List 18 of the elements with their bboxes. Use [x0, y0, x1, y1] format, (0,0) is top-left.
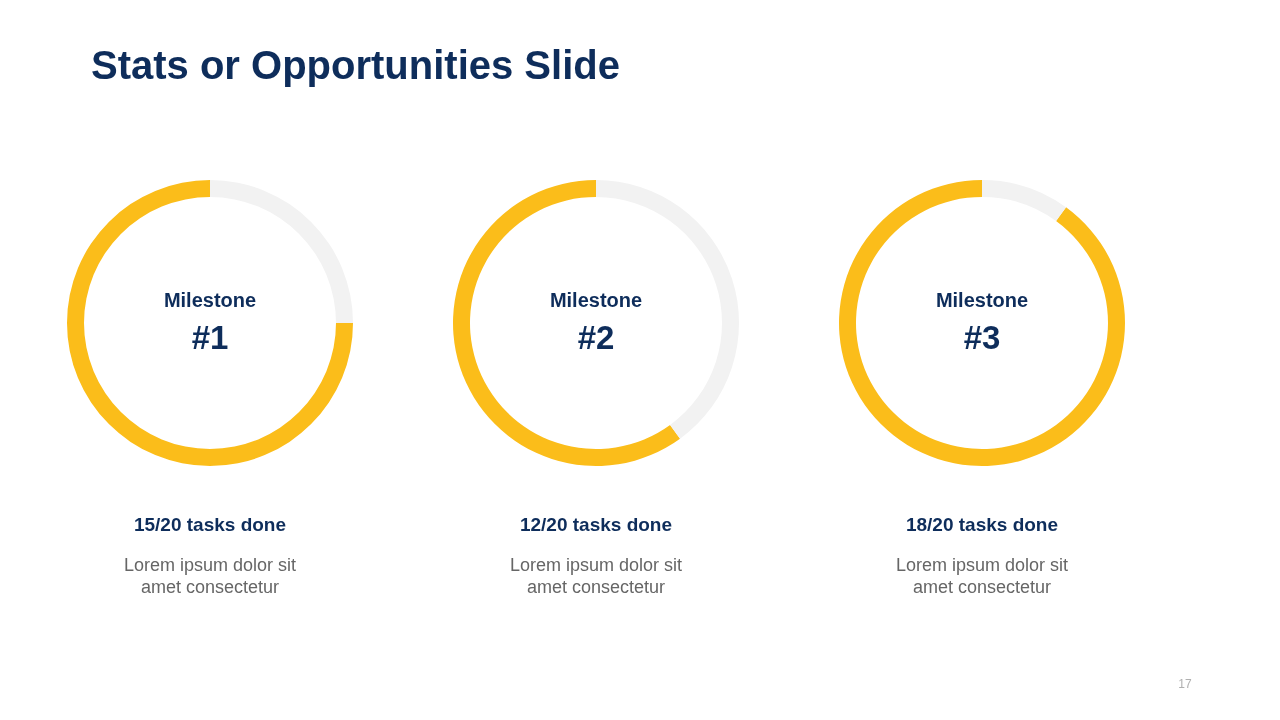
- text: Milestone: [935, 289, 1029, 311]
- text: Lorem ipsum dolor sit amet consectetur: [509, 555, 683, 597]
- text: Stats or Opportunities Slide: [91, 43, 620, 87]
- donut-slice: [839, 180, 1125, 466]
- text: 12/20 tasks done: [519, 514, 673, 535]
- text: #2: [577, 319, 615, 356]
- text: Milestone: [549, 289, 643, 311]
- donut-slice: [982, 180, 1067, 222]
- text: 15/20 tasks done: [133, 514, 287, 535]
- text: 17: [1178, 677, 1192, 691]
- text: Lorem ipsum dolor sit amet consectetur: [123, 555, 297, 597]
- text: 18/20 tasks done: [905, 514, 1059, 535]
- donut-slice: [67, 180, 353, 466]
- donut-slice: [453, 180, 681, 466]
- text: #1: [191, 319, 229, 356]
- text: Milestone: [163, 289, 257, 311]
- text: Lorem ipsum dolor sit amet consectetur: [895, 555, 1069, 597]
- text: #3: [963, 319, 1001, 356]
